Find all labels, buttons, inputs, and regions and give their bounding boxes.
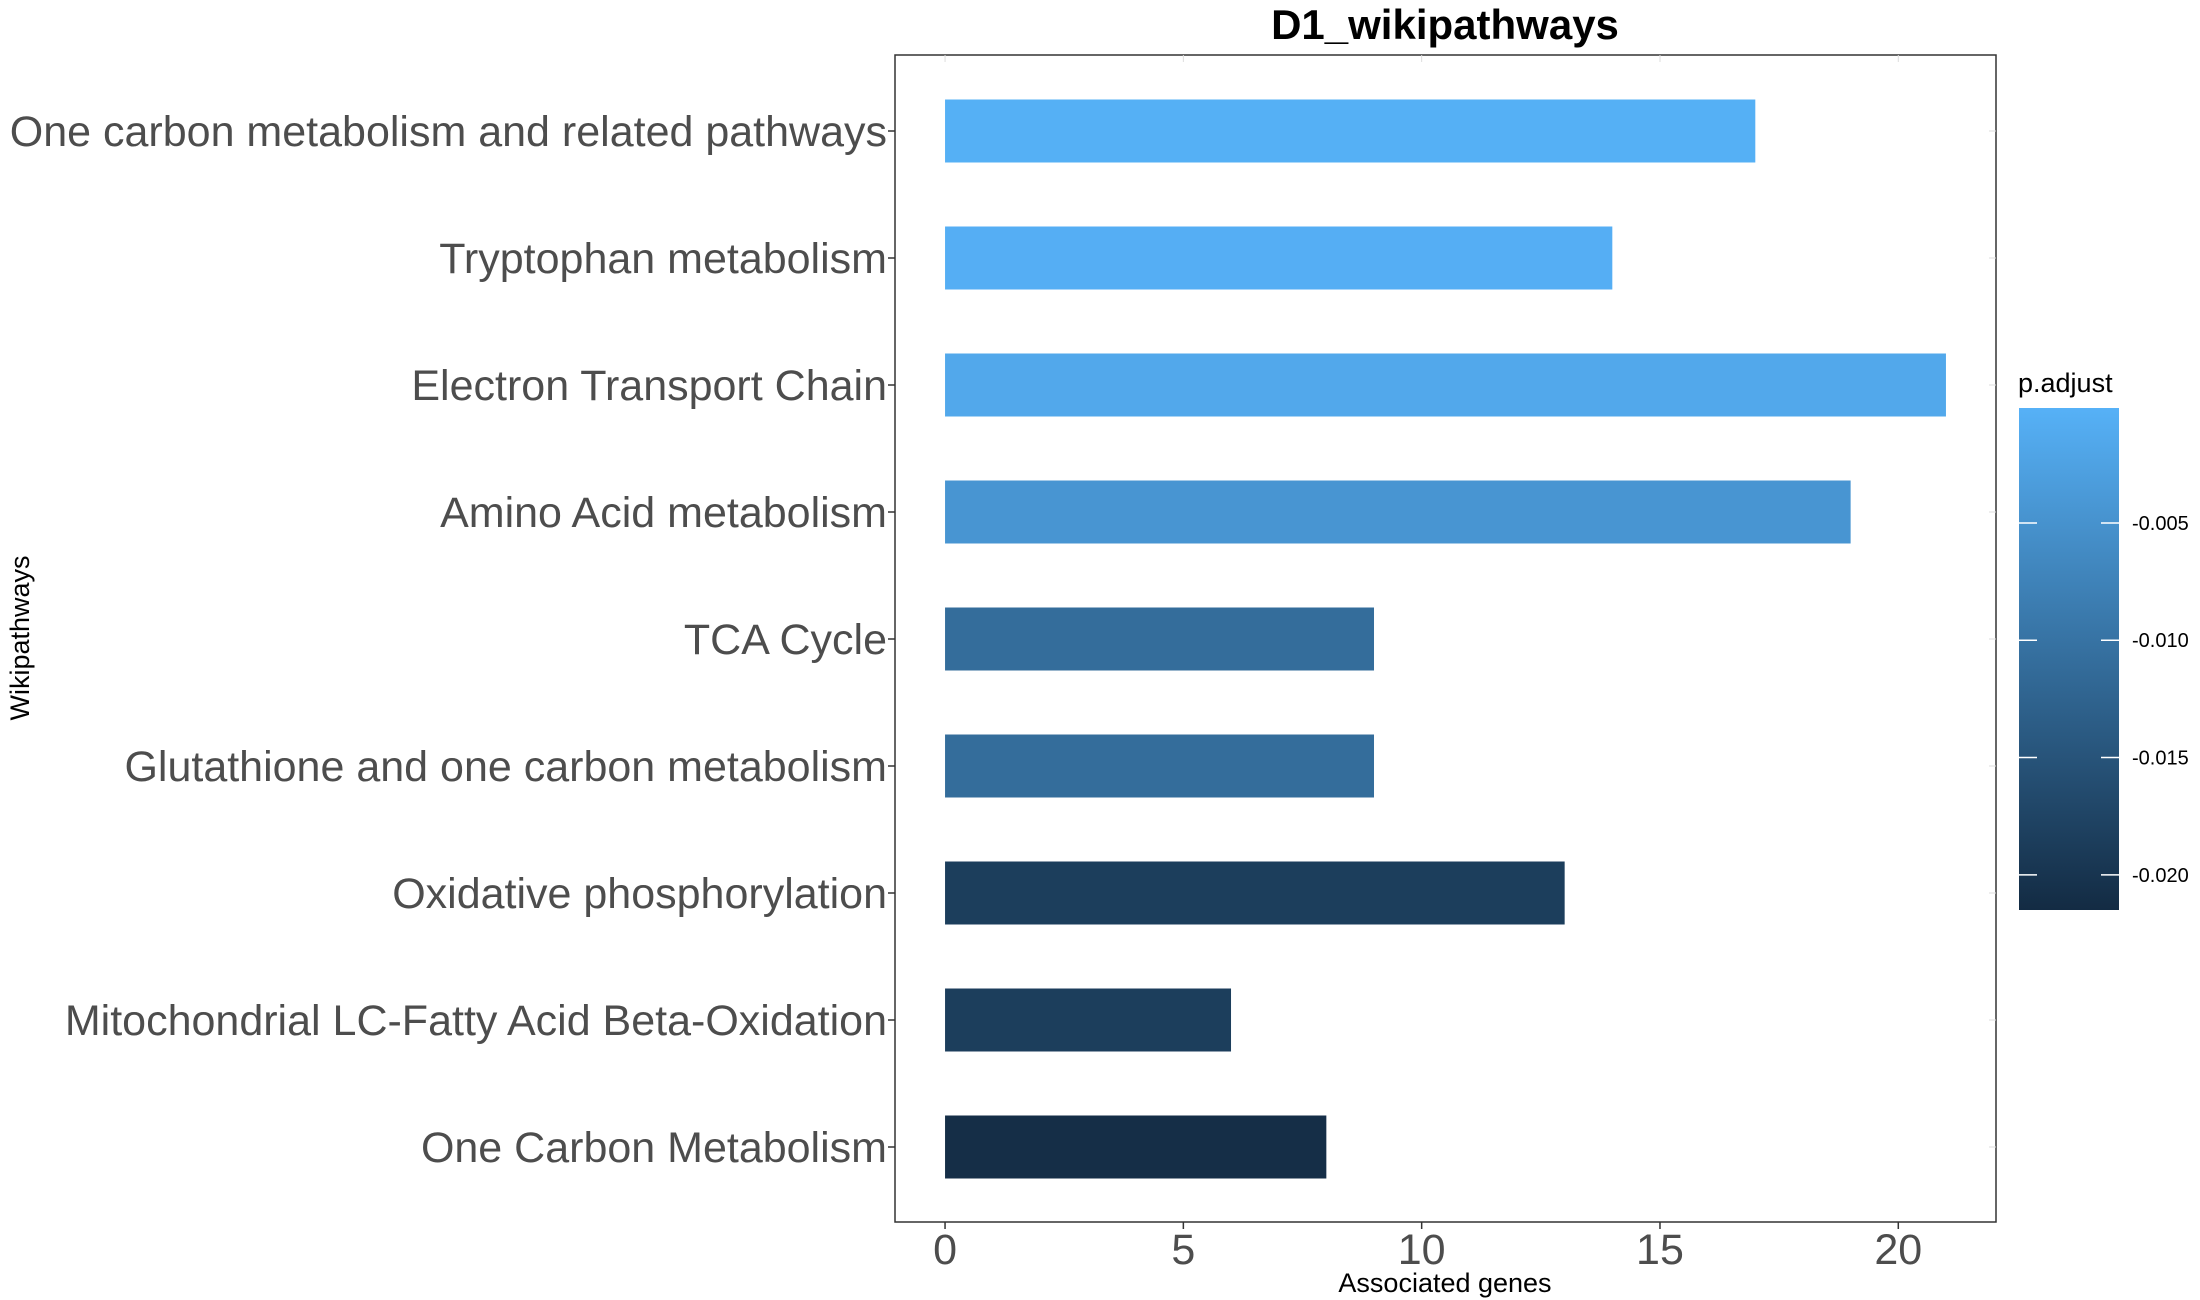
y-tick-label: TCA Cycle [684,616,887,664]
color-legend: p.adjust -0.005 -0.010 -0.015 -0.020 [2018,368,2189,910]
legend-tick-label: -0.015 [2132,748,2189,770]
y-tick-label: Glutathione and one carbon metabolism [124,743,887,791]
y-tick-label: Mitochondrial LC-Fatty Acid Beta-Oxidati… [65,997,887,1045]
bar [945,480,1851,544]
x-tick-label: 0 [933,1226,957,1274]
y-tick-label: One carbon metabolism and related pathwa… [10,108,887,156]
legend-ticks: -0.005 -0.010 -0.015 -0.020 [2019,513,2189,887]
x-axis-title: Associated genes [1338,1268,1551,1298]
bar [945,1115,1327,1179]
bar [945,226,1613,290]
legend-title: p.adjust [2018,368,2113,398]
legend-tick-label: -0.005 [2132,513,2189,535]
axis-ticks [888,55,1996,1229]
y-tick-label: Amino Acid metabolism [440,489,887,537]
bars [945,99,1946,1179]
legend-colorbar [2019,408,2119,910]
bar [945,988,1232,1052]
x-tick-label: 15 [1636,1226,1684,1274]
x-tick-label: 10 [1398,1226,1446,1274]
y-tick-label: Oxidative phosphorylation [392,870,887,918]
chart-title: D1_wikipathways [1271,1,1619,48]
legend-tick-label: -0.010 [2132,630,2189,652]
x-tick-label: 20 [1874,1226,1922,1274]
y-tick-label: Tryptophan metabolism [439,235,887,283]
bar [945,607,1375,671]
legend-tick-label: -0.020 [2132,865,2189,887]
x-axis-labels: 0 5 10 15 20 [933,1226,1922,1274]
y-axis-title: Wikipathways [5,555,35,720]
bar [945,99,1756,163]
bar [945,734,1375,798]
bar [945,861,1565,925]
bar [945,353,1946,417]
y-axis-labels: One carbon metabolism and related pathwa… [10,108,887,1172]
x-tick-label: 5 [1171,1226,1195,1274]
y-tick-label: Electron Transport Chain [411,362,887,410]
y-tick-label: One Carbon Metabolism [421,1124,887,1172]
